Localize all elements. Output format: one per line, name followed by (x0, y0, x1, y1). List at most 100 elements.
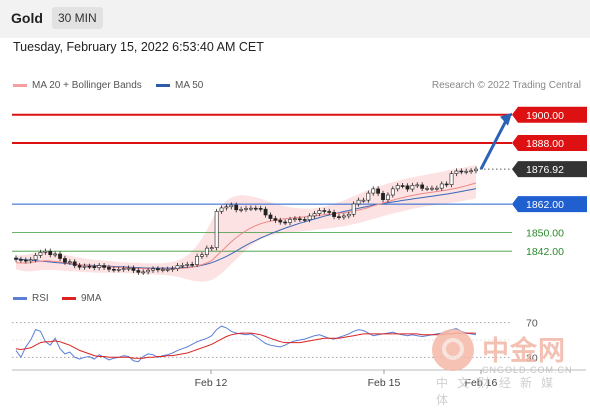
candle (322, 207, 327, 215)
candle (302, 216, 307, 223)
candle (425, 185, 429, 191)
candle (33, 252, 38, 263)
candle-body (376, 188, 381, 194)
candle (219, 205, 224, 215)
price-level-label: 1900.00 (526, 110, 564, 122)
candle-body (386, 194, 390, 200)
candle-body (102, 265, 106, 268)
candle (116, 266, 121, 273)
candle (464, 168, 469, 175)
candle (415, 182, 420, 188)
legend-ma50: MA 50 (156, 80, 203, 91)
legend-rsi-ma-label: 9MA (81, 293, 102, 304)
candle-body (239, 209, 244, 211)
price-level-label: 1876.92 (526, 164, 564, 176)
candle-body (229, 204, 234, 208)
candle-body (175, 265, 180, 269)
price-tag: 1862.00 (512, 196, 587, 213)
candle-body (293, 218, 297, 221)
candle (72, 259, 77, 269)
x-tick-label: Feb 16 (465, 377, 498, 389)
candle-body (474, 168, 478, 172)
candle (14, 255, 18, 263)
legend-ma50-label: MA 50 (175, 80, 204, 91)
price-level-label: 1862.00 (526, 199, 564, 211)
candle (405, 183, 410, 192)
candle (341, 213, 346, 220)
candle-body (151, 268, 155, 271)
candle-body (82, 265, 87, 268)
candle-body (434, 187, 439, 190)
candle-body (444, 183, 449, 186)
candle-body (141, 271, 146, 274)
candle (400, 183, 405, 189)
timeframe-button[interactable]: 30 MIN (52, 7, 103, 29)
candle (278, 217, 283, 225)
legend-ma20: MA 20 + Bollinger Bands (13, 80, 142, 91)
candle-body (288, 219, 292, 223)
candle-body (258, 208, 263, 210)
candle-body (28, 259, 33, 262)
candle-body (430, 187, 434, 190)
candle-body (18, 259, 23, 261)
x-tick-label: Feb 12 (195, 377, 228, 389)
legend-rsi-ma: 9MA (62, 293, 102, 304)
rsi-ma-line (15, 332, 476, 359)
candle-body (67, 261, 72, 264)
candle (239, 206, 244, 213)
candle-body (459, 170, 464, 173)
candle (449, 171, 454, 188)
candle-body (156, 268, 160, 271)
candle-body (366, 192, 371, 201)
rsi-tick-label: 70 (526, 318, 538, 330)
candle (439, 181, 444, 191)
x-tick-label: Feb 15 (368, 377, 401, 389)
candle (214, 208, 219, 251)
candle (151, 266, 155, 273)
candle-body (273, 218, 278, 221)
candle-body (420, 184, 425, 189)
candle-body (395, 185, 400, 190)
candle-body (312, 213, 317, 217)
price-level-label: 1842.00 (526, 246, 564, 258)
candle (170, 266, 175, 272)
candle-body (63, 258, 67, 263)
candle (131, 265, 136, 274)
candle-body (248, 207, 253, 210)
candle-body (337, 216, 341, 218)
candle-body (351, 203, 356, 215)
candle (283, 219, 288, 226)
candle-body (327, 211, 332, 213)
candle (141, 269, 146, 275)
candle (209, 245, 214, 251)
candle-body (111, 268, 116, 271)
candle (180, 262, 185, 269)
rsi-ma-swatch (62, 296, 76, 300)
candle-body (454, 170, 459, 174)
candle (327, 208, 332, 215)
candle-body (43, 250, 48, 253)
candle-body (381, 193, 385, 200)
candle (18, 256, 23, 263)
candle-body (234, 204, 239, 211)
candle (444, 181, 449, 188)
candle-body (116, 268, 121, 271)
candle-body (107, 267, 111, 270)
candle-body (415, 184, 420, 187)
candle-body (322, 210, 327, 212)
candle-body (425, 188, 429, 190)
ma50-swatch (156, 83, 170, 87)
candle (92, 263, 97, 271)
candle (126, 265, 131, 272)
candle (38, 249, 43, 259)
candle (97, 262, 102, 271)
candle-body (400, 185, 405, 187)
candle (244, 205, 248, 212)
candle (337, 214, 341, 220)
candle (297, 216, 302, 223)
candle (87, 263, 92, 270)
candle-body (185, 264, 190, 266)
candle-body (307, 215, 312, 220)
cngold-logo-icon (432, 329, 474, 371)
